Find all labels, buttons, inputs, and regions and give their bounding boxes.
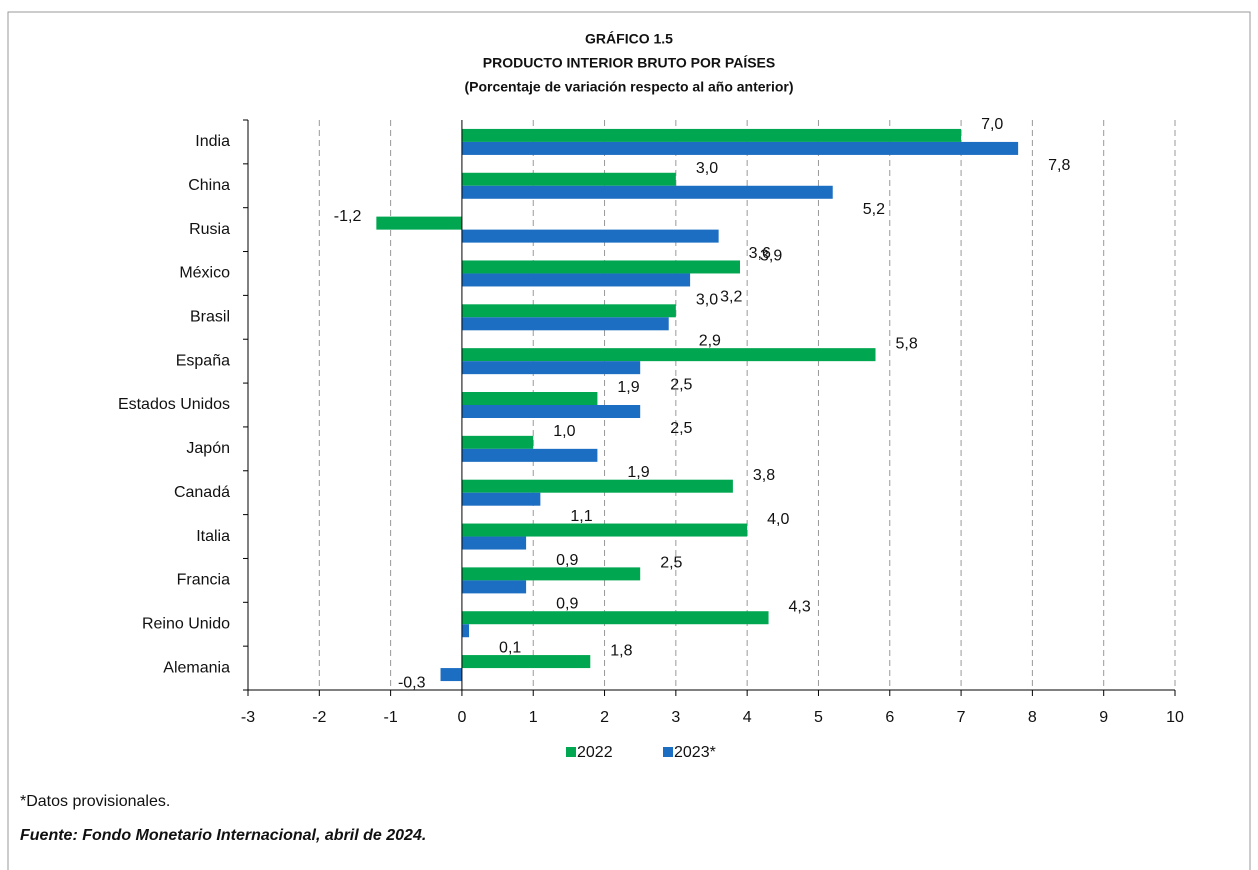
data-label: 2,5 <box>670 376 692 393</box>
frame <box>7 11 1251 870</box>
x-tick-label: 6 <box>885 709 894 726</box>
bar <box>461 655 591 669</box>
data-label: 3,2 <box>720 289 742 306</box>
bar <box>461 392 598 405</box>
data-label: 5,2 <box>863 201 885 218</box>
chart-subtitle: PRODUCTO INTERIOR BRUTO POR PAÍSES <box>483 55 775 71</box>
data-label: 1,9 <box>627 464 649 481</box>
data-label: -0,3 <box>398 674 426 691</box>
data-label: 5,8 <box>896 335 918 352</box>
x-tick-label: 2 <box>600 709 609 726</box>
bar <box>461 229 719 243</box>
data-label: 2,9 <box>699 333 721 350</box>
x-tick-label: 4 <box>743 709 752 726</box>
data-label: 1,1 <box>570 508 592 525</box>
data-label: 3,8 <box>753 467 775 484</box>
bar <box>461 405 641 418</box>
data-label: 3,9 <box>760 248 782 265</box>
y-tick-label: Estados Unidos <box>118 396 230 413</box>
bar <box>461 260 741 274</box>
bar <box>461 185 833 199</box>
x-tick-label: 3 <box>671 709 680 726</box>
data-label: 4,0 <box>767 511 789 528</box>
bar <box>461 361 641 375</box>
source: Fuente: Fondo Monetario Internacional, a… <box>20 827 426 844</box>
data-label: 3,0 <box>696 292 718 309</box>
bar <box>461 580 527 594</box>
y-tick-label: Francia <box>177 572 230 589</box>
y-tick-label: China <box>188 177 230 194</box>
y-tick-label: Rusia <box>189 221 230 238</box>
bar <box>461 479 733 493</box>
y-tick-label: India <box>195 133 230 150</box>
bar <box>461 172 676 186</box>
y-tick-label: Reino Unido <box>142 615 230 632</box>
x-tick-label: -2 <box>312 709 326 726</box>
data-label: 3,6 <box>749 245 771 262</box>
legend-label: 2022 <box>577 744 613 761</box>
data-label: 7,8 <box>1048 157 1070 174</box>
bar <box>461 141 1019 155</box>
x-tick-label: 0 <box>457 709 466 726</box>
y-tick-label: Italia <box>196 528 230 545</box>
data-label: 2,5 <box>660 555 682 572</box>
data-label: 7,0 <box>981 116 1003 133</box>
x-tick-label: 5 <box>814 709 823 726</box>
data-label: 2,5 <box>670 420 692 437</box>
bar <box>461 317 669 331</box>
bar <box>461 435 534 449</box>
x-tick-label: 1 <box>529 709 538 726</box>
data-label: -1,2 <box>334 208 362 225</box>
y-tick-label: Canadá <box>174 484 230 501</box>
note: *Datos provisionales. <box>20 793 170 810</box>
data-label: 1,0 <box>553 423 575 440</box>
x-tick-label: 7 <box>957 709 966 726</box>
data-label: 0,9 <box>556 552 578 569</box>
chart-subtitle: (Porcentaje de variación respecto al año… <box>464 79 793 95</box>
chart-title: GRÁFICO 1.5 <box>585 31 673 47</box>
bar <box>461 611 769 625</box>
data-label: 1,9 <box>617 379 639 396</box>
bar <box>461 273 691 287</box>
data-label: 3,0 <box>696 160 718 177</box>
y-tick-label: Japón <box>186 440 230 457</box>
data-label: 0,9 <box>556 596 578 613</box>
legend-swatch <box>566 747 576 757</box>
data-label: 1,8 <box>610 642 632 659</box>
x-tick-label: 10 <box>1166 709 1184 726</box>
bar <box>461 624 470 638</box>
x-tick-label: 8 <box>1028 709 1037 726</box>
bar <box>461 448 598 462</box>
y-tick-label: Alemania <box>163 659 230 676</box>
bar <box>461 304 676 318</box>
x-tick-label: -3 <box>241 709 255 726</box>
x-tick-label: 9 <box>1099 709 1108 726</box>
bar <box>461 128 962 142</box>
bar <box>461 523 748 537</box>
data-label: 4,3 <box>789 598 811 615</box>
y-tick-label: México <box>179 265 230 282</box>
bar <box>376 216 462 230</box>
y-tick-label: Brasil <box>190 309 230 326</box>
legend-label: 2023* <box>674 744 716 761</box>
y-tick-label: España <box>176 352 230 369</box>
bar <box>461 567 641 581</box>
legend-swatch <box>663 747 673 757</box>
bar <box>440 668 462 682</box>
x-tick-label: -1 <box>383 709 397 726</box>
bar <box>461 348 876 362</box>
data-label: 0,1 <box>499 639 521 656</box>
bar <box>461 536 527 550</box>
bar <box>461 492 541 506</box>
